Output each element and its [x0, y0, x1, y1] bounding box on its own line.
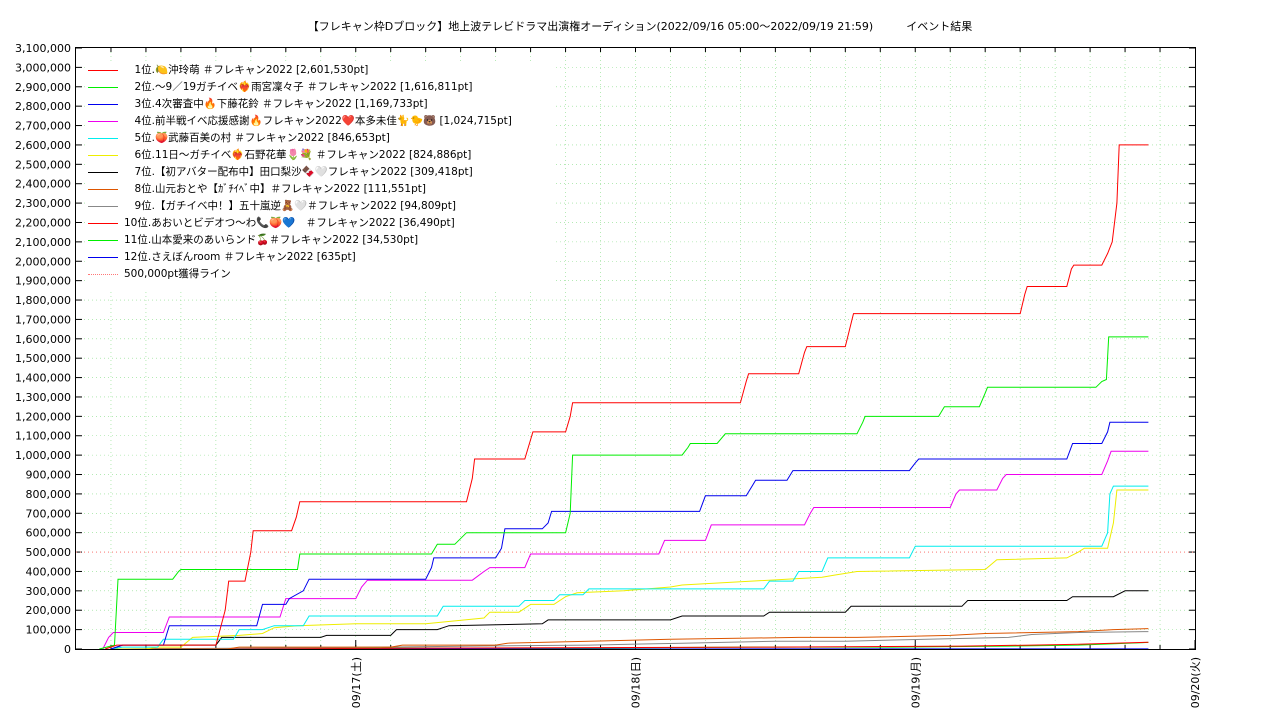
series-line-7: [110, 590, 1149, 650]
y-axis: 0 100,000 200,000 300,000 400,000 500,000 600,…: [15, 42, 1195, 656]
legend-swatch: [88, 70, 118, 71]
chart-title: 【フレキャン枠Dブロック】地上波テレビドラマ出演権オーディション(2022/09…: [307, 20, 973, 33]
legend-swatch: [88, 155, 118, 156]
legend-swatch: [88, 240, 118, 241]
series-line-3: [110, 421, 1149, 650]
x-tick-label: 09/17(土): [350, 657, 363, 708]
legend-swatch: [88, 189, 118, 190]
y-tick-label: 1,300,000: [15, 391, 71, 404]
legend-label: 2位.〜9／19ガチイベ❤️‍🔥雨宮凜々子 ＃フレキャン2022 [1,616,…: [124, 81, 473, 93]
y-tick-label: 1,400,000: [15, 372, 71, 385]
legend-label: 5位.🍑武藤百美の村 ＃フレキャン2022 [846,653pt]: [124, 132, 390, 144]
legend-label: 6位.11日〜ガチイベ❤️‍🔥石野花華🌷💐 ＃フレキャン2022 [824,88…: [124, 149, 472, 161]
series-line-4: [102, 450, 1149, 650]
y-tick-label: 3,000,000: [15, 61, 71, 74]
y-tick-label: 2,900,000: [15, 81, 71, 94]
y-tick-label: 800,000: [26, 488, 72, 501]
legend-label: 9位.【ガチイベ中！】五十嵐逆🧸🤍＃フレキャン2022 [94,809pt]: [124, 200, 456, 212]
legend-swatch: [88, 172, 118, 173]
legend-swatch: [88, 223, 118, 224]
y-tick-label: 300,000: [26, 585, 72, 598]
y-tick-label: 2,800,000: [15, 100, 71, 113]
y-tick-label: 2,500,000: [15, 158, 71, 171]
y-tick-label: 2,300,000: [15, 197, 71, 210]
legend-swatch: [88, 87, 118, 88]
y-tick-label: 2,600,000: [15, 139, 71, 152]
series-lines: [76, 144, 1195, 650]
y-tick-label: 1,200,000: [15, 410, 71, 423]
y-tick-label: 2,000,000: [15, 255, 71, 268]
y-tick-label: 3,100,000: [15, 42, 71, 55]
series-line-1: [104, 144, 1149, 650]
series-line-8: [111, 628, 1149, 650]
y-tick-label: 700,000: [26, 507, 72, 520]
y-tick-label: 1,900,000: [15, 275, 71, 288]
legend-label: 1位.🍋沖玲萌 ＃フレキャン2022 [2,601,530pt]: [124, 64, 369, 76]
series-line-6: [111, 489, 1149, 650]
legend-label: 3位.4次審査中🔥下藤花鈴 ＃フレキャン2022 [1,169,733pt]: [124, 98, 428, 110]
legend-swatch: [88, 121, 118, 122]
legend-swatch: [88, 257, 118, 258]
y-tick-label: 200,000: [26, 604, 72, 617]
legend-label: 11位.山本愛来のあいらンド🍒＃フレキャン2022 [34,530pt]: [124, 234, 419, 246]
legend-swatch: [88, 274, 118, 275]
y-tick-label: 2,100,000: [15, 236, 71, 249]
y-tick-label: 1,700,000: [15, 313, 71, 326]
legend-label: 7位.【初アバター配布中】田口梨沙🍫🤍フレキャン2022 [309,418pt]: [124, 166, 473, 178]
legend-label: 12位.さえぼんroom ＃フレキャン2022 [635pt]: [124, 251, 356, 263]
series-line-2: [99, 336, 1149, 650]
y-tick-label: 1,800,000: [15, 294, 71, 307]
y-tick-label: 900,000: [26, 469, 72, 482]
legend-swatch: [88, 104, 118, 105]
plot-frame: [75, 47, 1196, 650]
legend: 1位.🍋沖玲萌 ＃フレキャン2022 [2,601,530pt] 2位.〜9／1…: [86, 62, 556, 290]
y-tick-label: 1,500,000: [15, 352, 71, 365]
series-line-10: [110, 641, 1149, 650]
x-tick-label: 09/19(月): [909, 657, 922, 708]
y-tick-label: 2,700,000: [15, 120, 71, 133]
series-line-5: [110, 485, 1149, 650]
y-tick-label: 0: [64, 643, 71, 656]
y-tick-label: 1,000,000: [15, 449, 71, 462]
x-tick-label: 09/20(火): [1189, 657, 1202, 708]
legend-label: 10位.あおいとビデオつ〜わ📞🍑💙 ＃フレキャン2022 [36,490pt]: [124, 217, 455, 229]
legend-label: 8位.山元おとや【ｶﾞﾁｲﾍﾞ中】＃フレキャン2022 [111,551pt]: [124, 183, 426, 195]
y-tick-label: 2,400,000: [15, 178, 71, 191]
y-tick-label: 1,600,000: [15, 333, 71, 346]
y-tick-label: 400,000: [26, 565, 72, 578]
y-tick-label: 2,200,000: [15, 216, 71, 229]
legend-label: 500,000pt獲得ライン: [124, 268, 231, 280]
y-tick-label: 600,000: [26, 527, 72, 540]
legend-swatch: [88, 138, 118, 139]
legend-label: 4位.前半戦イベ応援感謝🔥フレキャン2022❤️本多未佳🐈🐤🐻 [1,024,7…: [124, 115, 512, 127]
x-tick-label: 09/18(日): [630, 657, 643, 708]
y-tick-label: 100,000: [26, 624, 72, 637]
y-tick-label: 500,000: [26, 546, 72, 559]
y-tick-label: 1,100,000: [15, 430, 71, 443]
legend-swatch: [88, 206, 118, 207]
